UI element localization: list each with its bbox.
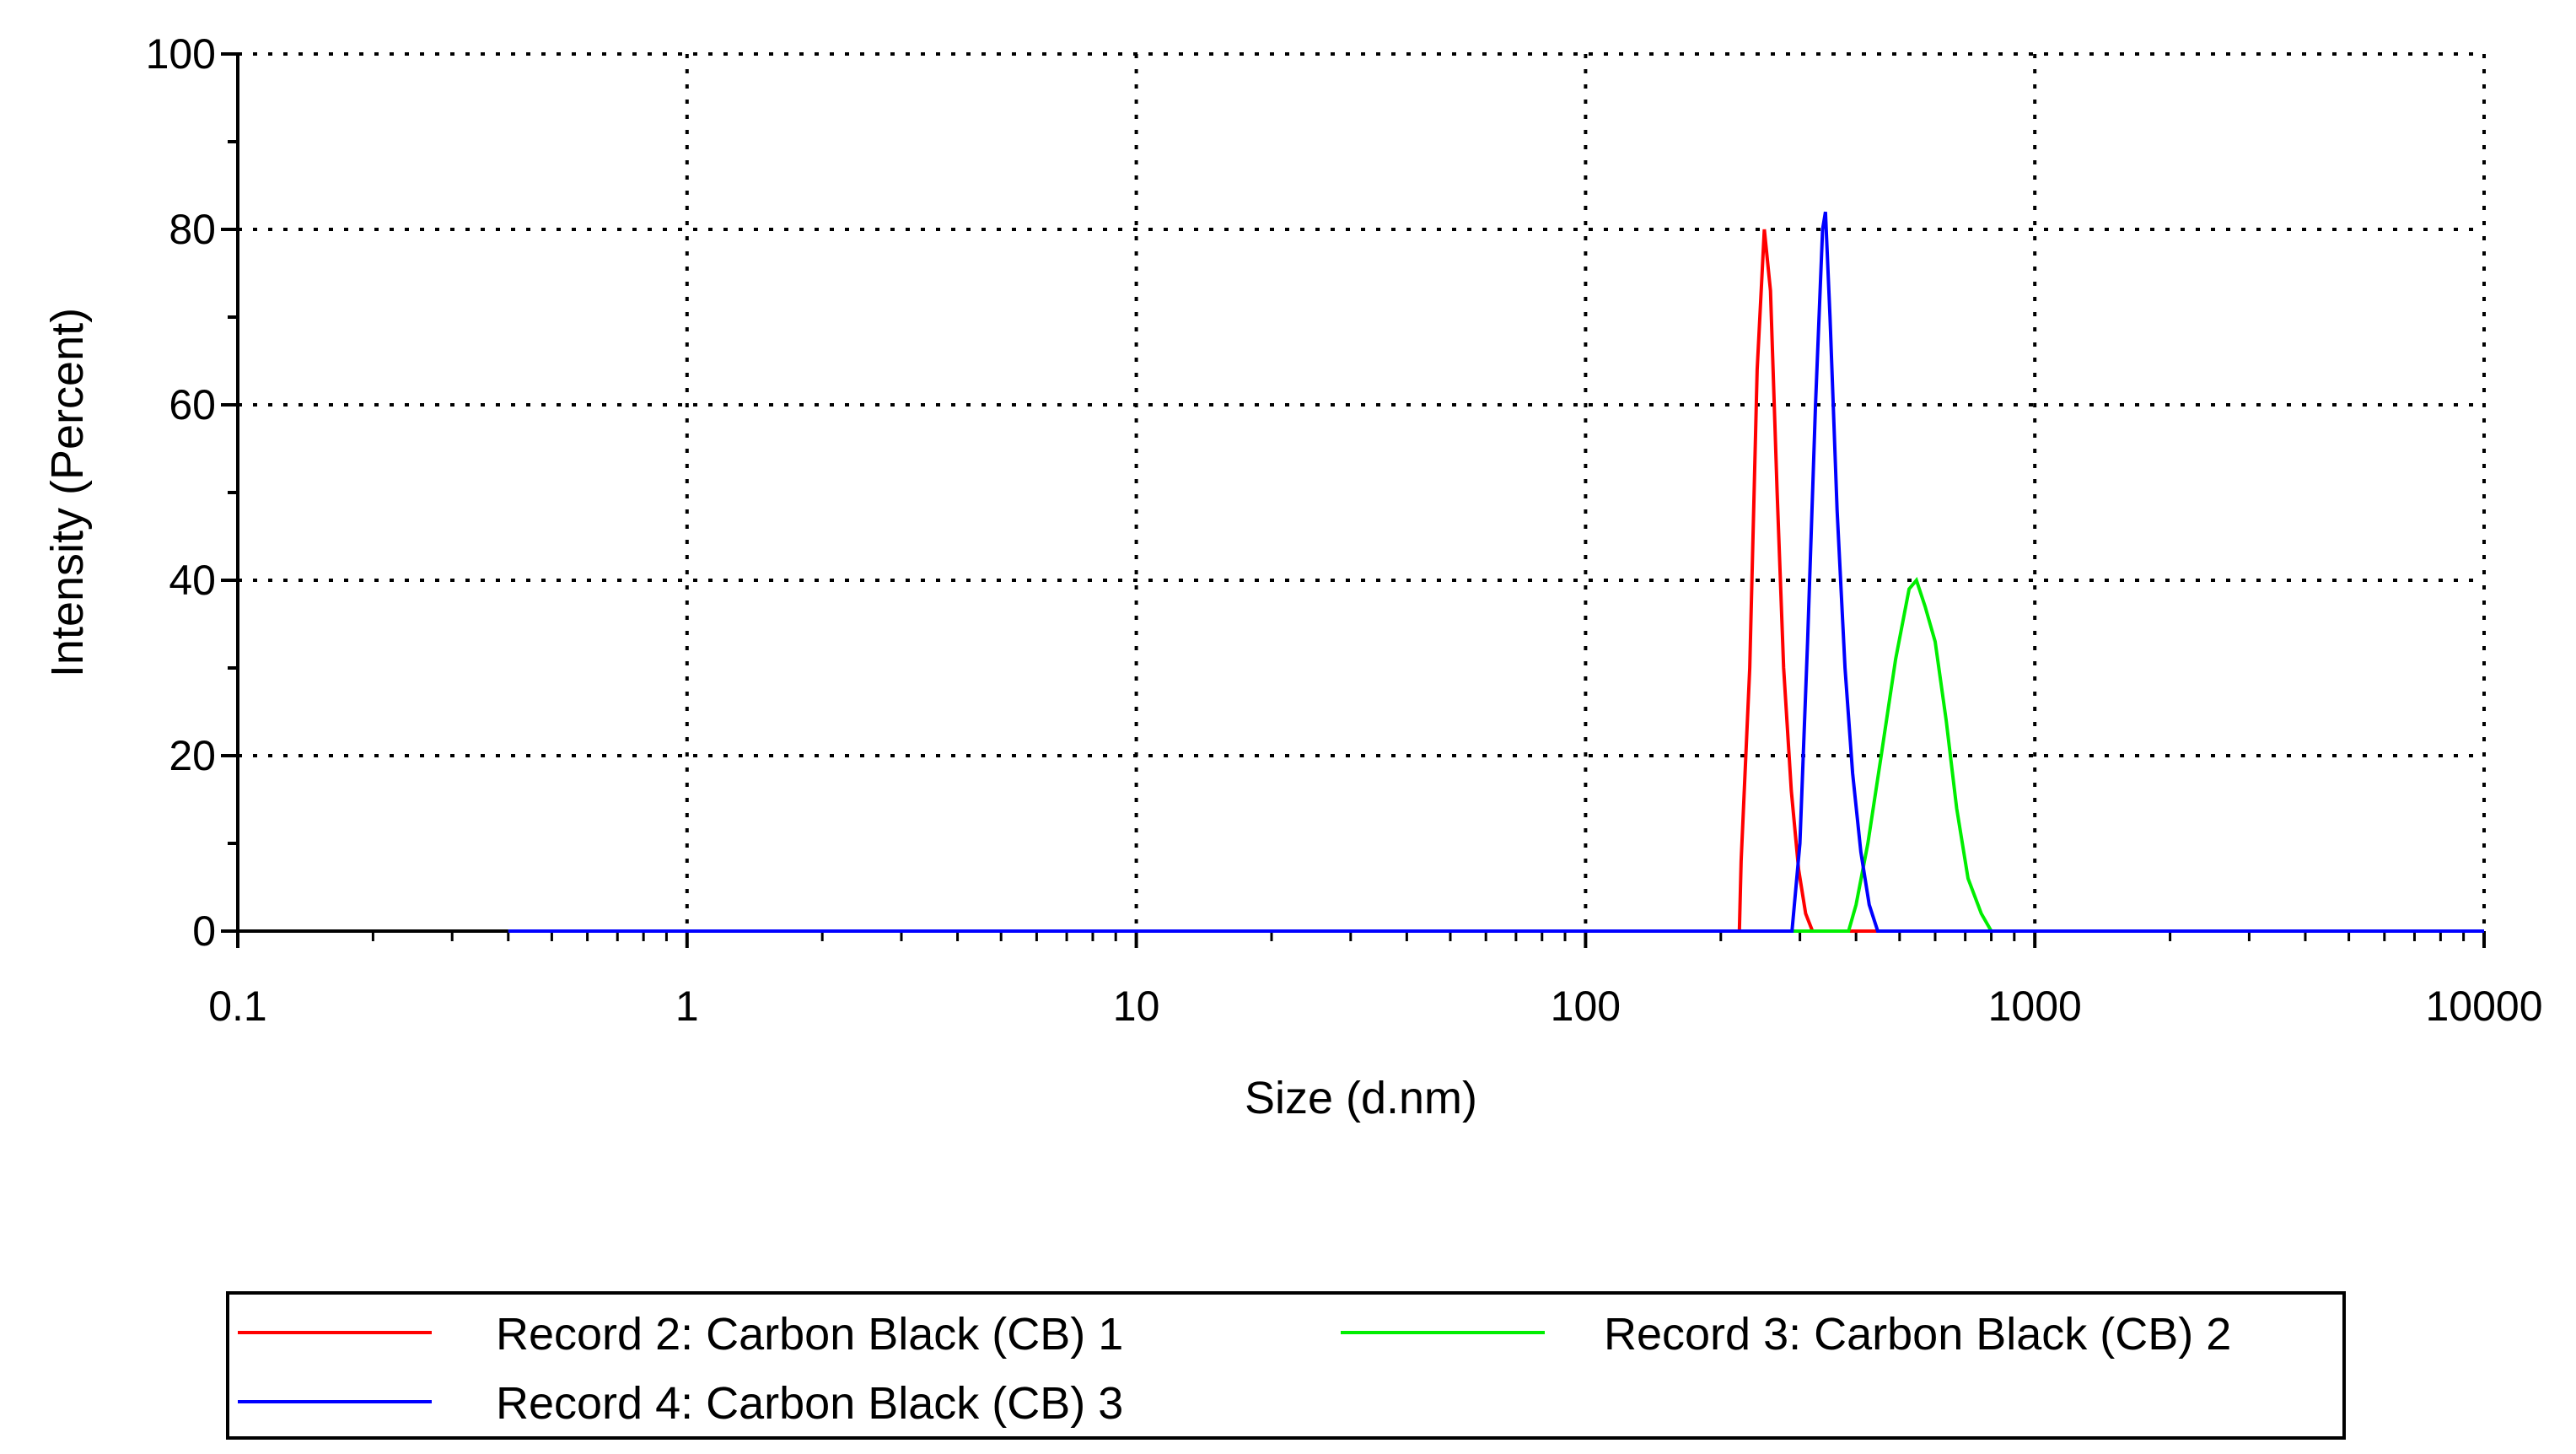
y-axis-title: Intensity (Percent) [42,308,93,677]
y-tick-label: 20 [169,732,216,779]
tick-marks [221,52,2486,948]
y-tick-label: 60 [169,381,216,428]
x-tick-label: 0.1 [208,983,267,1030]
y-tick-label: 100 [146,30,216,78]
x-tick-label: 100 [1551,983,1621,1030]
grid [238,52,2486,931]
x-tick-label: 10 [1113,983,1160,1030]
tick-labels: 0 20 40 60 80 100 0.1 1 10 100 1000 10000 [146,30,2543,1030]
axes [236,54,2484,933]
series-group [508,211,2484,933]
legend-label: Record 2: Carbon Black (CB) 1 [496,1309,1123,1360]
legend-label: Record 3: Carbon Black (CB) 2 [1604,1309,2231,1360]
series-line [508,211,2484,933]
legend-label: Record 4: Carbon Black (CB) 3 [496,1378,1123,1429]
x-tick-label: 1000 [1988,983,2082,1030]
y-tick-label: 0 [192,907,216,955]
x-axis-title: Size (d.nm) [1245,1073,1477,1123]
x-tick-label: 10000 [2425,983,2542,1030]
series-line [508,229,2484,933]
x-tick-label: 1 [675,983,699,1030]
y-tick-label: 40 [169,557,216,604]
legend: Record 2: Carbon Black (CB) 1 Record 4: C… [226,1291,2346,1440]
legend-box [226,1291,2346,1440]
series-line [508,576,2484,933]
y-tick-label: 80 [169,206,216,253]
